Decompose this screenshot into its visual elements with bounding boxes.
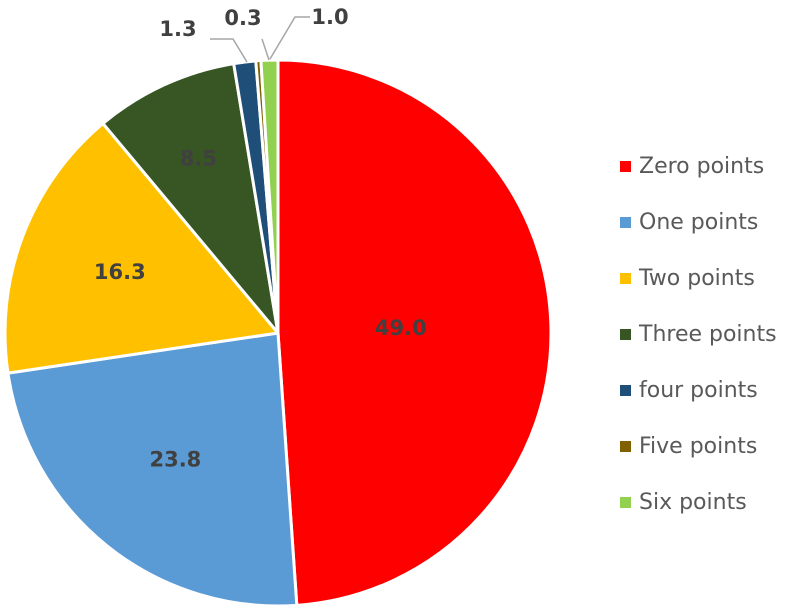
data-label-two-points: 16.3 <box>94 260 146 284</box>
legend-swatch-one-points <box>620 217 631 228</box>
legend-item-four-points: four points <box>620 378 758 403</box>
legend-swatch-six-points <box>620 497 631 508</box>
legend-item-two-points: Two points <box>620 266 755 291</box>
data-label-three-points: 8.5 <box>180 146 217 170</box>
legend-label-six-points: Six points <box>639 490 747 515</box>
legend-label-zero-points: Zero points <box>639 154 764 179</box>
pie-slices <box>3 58 553 608</box>
legend-item-five-points: Five points <box>620 434 757 459</box>
data-label-zero-points: 49.0 <box>375 316 427 340</box>
leader-lines <box>210 16 310 63</box>
pie-slice-three-points <box>101 62 280 335</box>
leader-line-six-points <box>269 16 310 60</box>
legend-item-six-points: Six points <box>620 490 747 515</box>
pie-slice-zero-points <box>276 58 553 607</box>
pie-slice-one-points <box>6 331 299 608</box>
legend-label-two-points: Two points <box>638 266 755 291</box>
data-labels: 49.0 23.8 16.3 8.5 1.3 0.3 1.0 <box>94 5 427 472</box>
legend-label-one-points: One points <box>639 210 758 235</box>
legend-item-one-points: One points <box>620 210 758 235</box>
legend-item-zero-points: Zero points <box>620 154 764 179</box>
legend-swatch-four-points <box>620 385 631 396</box>
legend-label-five-points: Five points <box>639 434 757 459</box>
legend-swatch-three-points <box>620 329 631 340</box>
data-label-five-points: 0.3 <box>224 6 261 30</box>
legend-label-three-points: Three points <box>638 322 777 347</box>
data-label-one-points: 23.8 <box>149 448 201 472</box>
legend-swatch-five-points <box>620 441 631 452</box>
legend: Zero points One points Two points Three poi… <box>620 154 777 515</box>
legend-swatch-two-points <box>620 273 631 284</box>
data-label-six-points: 1.0 <box>311 5 348 29</box>
data-label-four-points: 1.3 <box>159 17 196 41</box>
legend-swatch-zero-points <box>620 161 631 172</box>
leader-line-five-points <box>261 38 270 61</box>
pie-slice-six-points <box>259 58 280 335</box>
pie-slice-two-points <box>3 122 280 375</box>
leader-line-four-points <box>210 38 248 63</box>
legend-item-three-points: Three points <box>620 322 777 347</box>
legend-label-four-points: four points <box>639 378 758 403</box>
